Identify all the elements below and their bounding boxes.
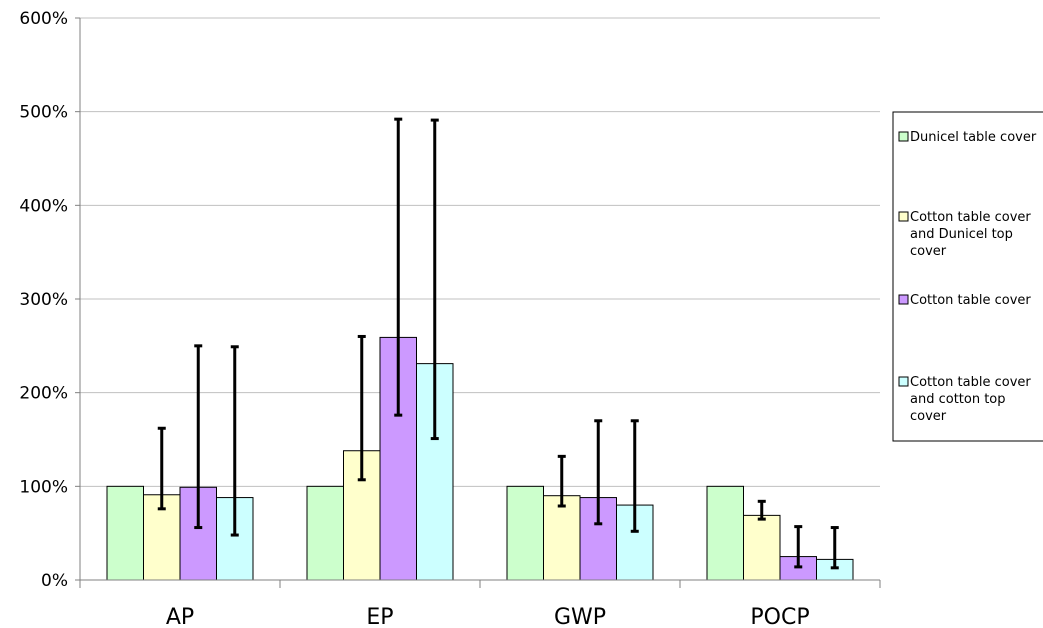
legend-box (892, 111, 1043, 442)
legend-label: Cotton table cover (910, 375, 1031, 390)
x-category-label: GWP (554, 605, 606, 628)
x-category-labels: AP EP GWP POCP (166, 605, 810, 628)
y-tick-label: 300% (19, 290, 68, 310)
y-tick-label: 0% (41, 571, 68, 591)
error-bar (230, 345, 239, 537)
error-bar (557, 454, 566, 508)
error-bar (794, 525, 803, 569)
legend-label: cover (910, 244, 947, 259)
legend-label: Dunicel table cover (910, 130, 1037, 145)
legend-label: cover (910, 409, 947, 424)
error-bars (157, 117, 839, 570)
axes (75, 17, 881, 588)
legend-swatch (898, 131, 909, 142)
bars (106, 336, 854, 581)
x-category-label: POCP (750, 605, 809, 628)
gridlines (80, 17, 880, 487)
y-tick-label: 200% (19, 384, 68, 404)
legend-swatch (898, 376, 909, 387)
y-tick-labels: 0% 100% 200% 300% 400% 500% 600% (19, 9, 68, 591)
y-tick-label: 500% (19, 103, 68, 123)
legend-entry: Cotton table cover (898, 293, 1031, 308)
bar (506, 485, 544, 581)
legend-swatch (898, 294, 909, 305)
y-tick-label: 600% (19, 9, 68, 29)
error-bar (394, 117, 403, 417)
y-tick-label: 400% (19, 196, 68, 216)
error-bar (194, 344, 203, 530)
error-bar (594, 419, 603, 526)
legend: Dunicel table cover Cotton table cover and… (892, 111, 1043, 442)
error-bar (630, 419, 639, 533)
legend-label: and Dunicel top (910, 227, 1013, 242)
bar (743, 514, 781, 581)
legend-entry: Cotton table cover and cotton top cover (898, 375, 1031, 424)
bar (306, 485, 344, 581)
legend-entry: Dunicel table cover (898, 130, 1037, 145)
x-category-label: EP (366, 605, 393, 628)
error-bar (357, 334, 366, 482)
legend-swatch (898, 211, 909, 222)
x-category-label: AP (166, 605, 194, 628)
legend-label: and cotton top (910, 392, 1006, 407)
bar (706, 485, 744, 581)
error-bar (430, 118, 439, 441)
legend-label: Cotton table cover (910, 293, 1031, 308)
bar (106, 485, 144, 581)
error-bar (757, 499, 766, 521)
error-bar (830, 526, 839, 570)
y-tick-label: 100% (19, 477, 68, 497)
legend-label: Cotton table cover (910, 210, 1031, 225)
error-bar (157, 426, 166, 511)
bar (543, 495, 581, 581)
legend-entry: Cotton table cover and Dunicel top cover (898, 210, 1031, 259)
